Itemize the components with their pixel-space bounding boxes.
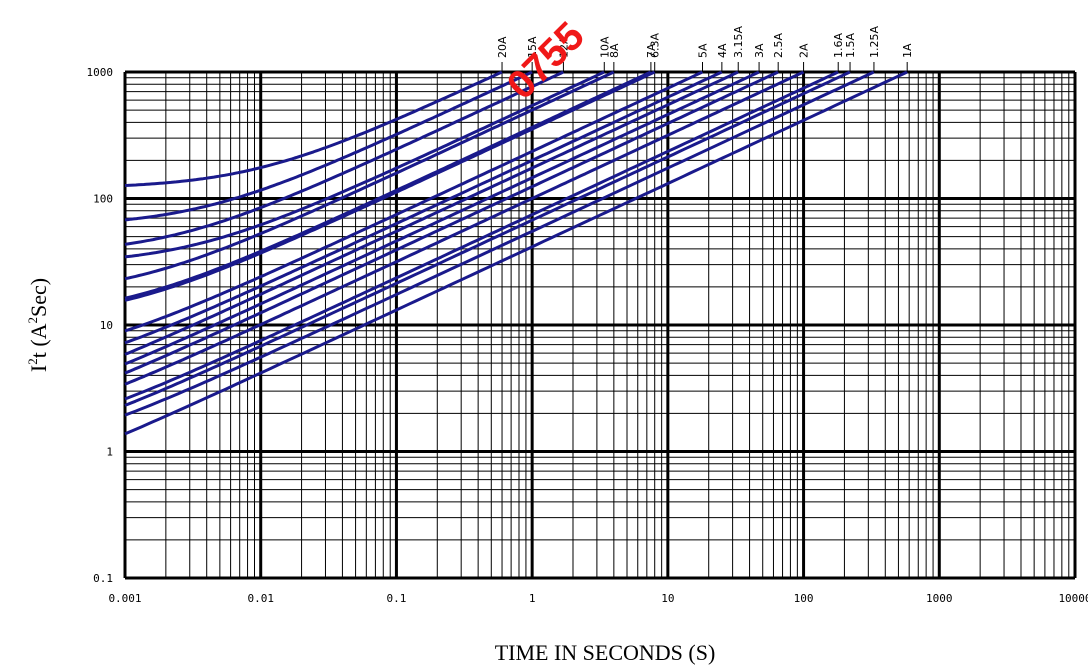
series-curve [124,70,615,281]
series-label: 8A [608,43,621,58]
x-tick-label: 0.1 [386,592,406,605]
series-curve [124,70,723,345]
y-tick-label: 100 [93,193,113,206]
series-curve [124,70,875,417]
series-curve [124,70,704,333]
series-label: 12A [557,36,570,58]
series-curve [124,70,739,356]
x-tick-label: 1 [529,592,536,605]
x-tick-label: 10 [661,592,674,605]
series-curves [124,70,908,436]
series-label: 10A [598,36,611,58]
y-tick-label: 10 [100,319,113,332]
series-label: 1.25A [868,26,881,58]
series-label: 15A [526,36,539,58]
y-tick-label: 1 [106,446,113,459]
series-curve [124,70,565,246]
series-curve [124,70,851,407]
y-tick-label: 1000 [87,66,114,79]
series-label: 1.6A [832,33,845,58]
series-label: 5A [697,43,710,58]
series-curve [124,70,503,187]
x-tick-label: 0.001 [108,592,141,605]
series-label: 4A [716,43,729,58]
y-axis-title: I2t (A2Sec) [25,278,51,372]
series-label: 6.3A [649,33,662,58]
series-curve [124,70,839,401]
series-label: 3.15A [732,26,745,58]
series-label: 2.5A [772,33,785,58]
series-label: 2A [798,43,811,58]
series-curve [124,70,605,259]
y-tick-label: 0.1 [93,572,113,585]
series-curve [124,70,908,436]
series-curve [124,70,652,300]
series-label: 1.5A [844,33,857,58]
x-tick-label: 1000 [926,592,953,605]
series-curve [124,70,805,386]
series-label: 20A [496,36,509,58]
x-tick-label: 0.01 [247,592,274,605]
x-axis-title: TIME IN SECONDS (S) [495,640,716,665]
series-label: 7A [645,43,658,58]
series-label: 3A [753,43,766,58]
x-tick-label: 100 [794,592,814,605]
series-curve [124,70,656,302]
series-curve [124,70,533,222]
series-curve [124,70,779,375]
series-curve [124,70,760,366]
watermark-text: 0755 [499,14,593,108]
series-label: 1A [901,43,914,58]
